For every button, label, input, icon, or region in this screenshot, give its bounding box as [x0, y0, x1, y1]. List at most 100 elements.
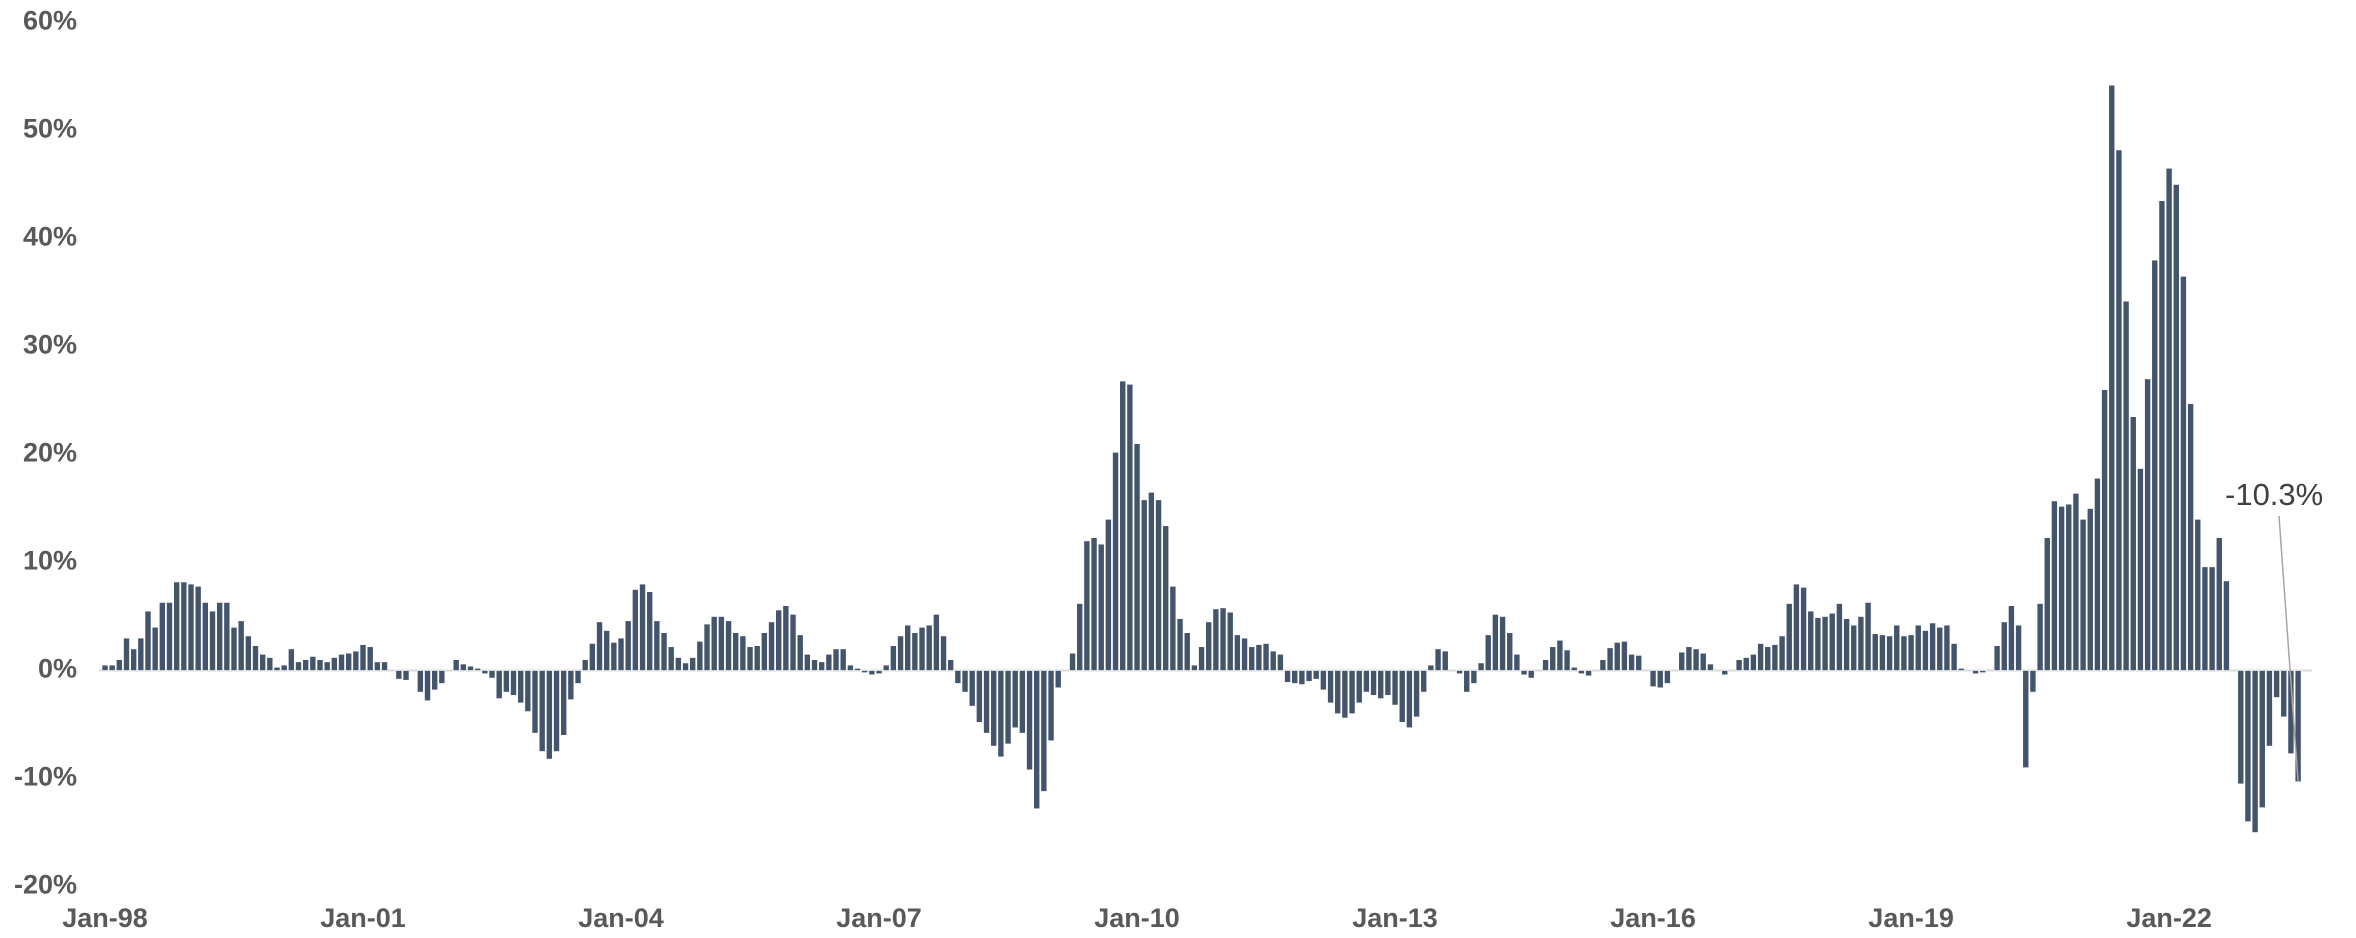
bar — [1750, 653, 1757, 671]
bar — [1735, 659, 1743, 671]
bar — [2215, 537, 2223, 671]
bar — [481, 670, 489, 675]
bar — [1950, 643, 1958, 671]
bar — [517, 670, 524, 704]
bar — [2244, 670, 2252, 822]
bar — [1019, 670, 1026, 734]
bar — [1484, 634, 1492, 671]
bar — [1076, 603, 1084, 671]
bar — [1914, 624, 1922, 671]
bar — [1033, 670, 1041, 810]
bar — [1699, 652, 1707, 671]
bar — [323, 661, 331, 671]
bar — [1119, 380, 1127, 671]
bar — [1957, 668, 1965, 671]
bar — [116, 659, 123, 671]
bar — [1893, 624, 1901, 671]
bar — [782, 605, 790, 671]
bar — [1140, 499, 1148, 671]
bar — [1900, 635, 1908, 671]
bar — [775, 609, 782, 671]
bar — [1291, 670, 1299, 684]
bar — [1707, 663, 1714, 671]
bar — [1499, 616, 1506, 671]
bar — [1112, 452, 1119, 671]
bar — [1520, 670, 1528, 676]
y-tick-label: -10% — [14, 762, 77, 792]
bar — [875, 670, 883, 675]
bar — [868, 670, 876, 676]
bar — [1441, 650, 1449, 671]
bar — [266, 657, 274, 671]
bar — [1843, 618, 1850, 671]
bar — [2101, 389, 2108, 671]
bar — [610, 642, 618, 671]
bar — [1284, 670, 1291, 683]
bar — [1391, 670, 1399, 706]
bar — [223, 602, 231, 671]
bar — [1226, 611, 1234, 671]
bar — [524, 670, 532, 712]
bar — [1398, 670, 1406, 723]
bar — [2158, 200, 2166, 671]
bar — [811, 659, 818, 671]
bar — [753, 645, 761, 671]
bar — [574, 670, 582, 684]
y-tick-label: 10% — [23, 546, 77, 576]
bar — [209, 610, 216, 671]
bar — [1420, 670, 1428, 693]
bar — [2165, 168, 2173, 671]
bar — [1886, 635, 1893, 671]
bar — [2201, 566, 2209, 671]
bar — [560, 670, 567, 736]
bar — [904, 624, 912, 671]
bar — [2273, 670, 2280, 698]
bar — [832, 648, 840, 671]
bar — [589, 643, 596, 671]
bar — [1764, 646, 1772, 671]
bar — [990, 670, 998, 747]
bar — [667, 646, 675, 671]
bar — [947, 659, 955, 671]
bar — [761, 632, 768, 671]
bar — [431, 670, 438, 691]
bar — [2043, 537, 2051, 671]
bar — [1879, 634, 1886, 671]
bar — [1936, 626, 1944, 671]
bar — [696, 641, 704, 671]
bar — [675, 657, 682, 671]
bar — [295, 661, 302, 671]
bar — [338, 653, 345, 671]
bar — [1348, 670, 1356, 715]
bar — [1721, 670, 1729, 676]
bar — [1026, 670, 1033, 771]
x-tick-label: Jan-10 — [1094, 903, 1180, 933]
bar — [1599, 659, 1607, 671]
bar — [2115, 149, 2123, 671]
bar — [1606, 647, 1614, 671]
x-tick-label: Jan-13 — [1352, 903, 1438, 933]
bar — [725, 620, 732, 671]
bar — [1470, 670, 1478, 684]
bar — [2187, 403, 2194, 671]
bar — [230, 626, 238, 671]
bar — [1241, 637, 1248, 671]
annotation: -10.3% — [2225, 477, 2323, 512]
y-tick-label: 50% — [23, 114, 77, 144]
bar — [495, 670, 503, 699]
bar — [1692, 648, 1700, 671]
bar — [2072, 493, 2080, 671]
bar — [1821, 616, 1829, 671]
bar — [961, 670, 969, 693]
bar — [1320, 670, 1327, 691]
bar — [1097, 543, 1105, 671]
bar — [1004, 670, 1012, 745]
bar — [1678, 651, 1686, 671]
bar — [581, 659, 589, 671]
x-tick-label: Jan-04 — [578, 903, 664, 933]
bar — [166, 602, 173, 671]
bar — [2036, 603, 2044, 671]
bar — [1613, 642, 1621, 671]
bar — [1578, 670, 1585, 675]
